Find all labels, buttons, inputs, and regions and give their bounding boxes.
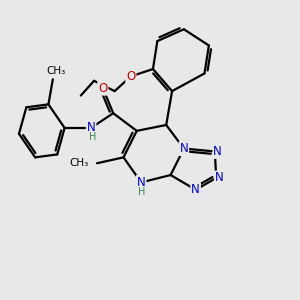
- Text: N: N: [137, 176, 146, 189]
- Text: CH₃: CH₃: [69, 158, 88, 168]
- Text: N: N: [215, 172, 224, 184]
- Text: O: O: [126, 70, 136, 83]
- Text: O: O: [98, 82, 107, 95]
- Text: H: H: [89, 132, 96, 142]
- Text: CH₃: CH₃: [46, 66, 65, 76]
- Text: N: N: [87, 122, 95, 134]
- Text: H: H: [138, 187, 146, 197]
- Text: N: N: [213, 145, 222, 158]
- Text: N: N: [191, 183, 200, 196]
- Text: N: N: [179, 142, 188, 155]
